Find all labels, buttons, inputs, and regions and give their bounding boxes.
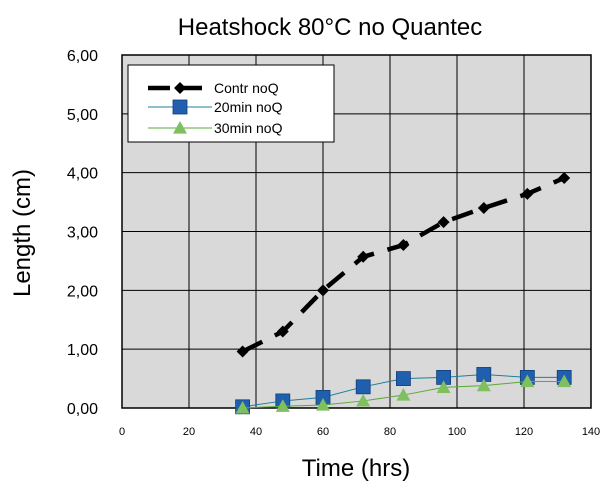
legend-marker-contr — [174, 82, 186, 94]
data-point-min30 — [316, 398, 330, 411]
y-tick-label: 0,00 — [67, 401, 98, 418]
x-tick-label: 100 — [448, 426, 466, 438]
y-axis-ticks: 0,00 1,00 2,00 3,00 4,00 5,00 6,00 — [67, 48, 98, 418]
data-point-contr — [521, 187, 534, 200]
data-point-contr — [477, 201, 490, 214]
legend-box — [127, 64, 335, 143]
data-point-contr — [276, 325, 289, 338]
x-axis-title: Time (hrs) — [302, 455, 410, 482]
y-axis-title: Length (cm) — [9, 169, 36, 297]
data-point-min30 — [396, 388, 411, 401]
x-tick-label: 120 — [515, 426, 533, 438]
plot-frame — [121, 54, 592, 409]
x-tick-label: 40 — [250, 426, 262, 438]
x-tick-label: 60 — [317, 426, 329, 438]
x-tick-label: 140 — [582, 426, 600, 438]
y-tick-label: 5,00 — [67, 107, 98, 124]
legend-label: 30min noQ — [214, 120, 283, 136]
data-point-contr — [317, 284, 329, 297]
data-point-contr — [437, 216, 450, 229]
y-tick-label: 3,00 — [67, 225, 98, 242]
legend-marker-min20 — [172, 99, 188, 115]
data-point-contr — [236, 345, 249, 358]
data-point-contr — [397, 239, 410, 252]
y-tick-label: 4,00 — [67, 166, 98, 183]
data-point-min30 — [557, 374, 572, 388]
series-layer — [235, 171, 572, 415]
x-axis-ticks: 0 20 40 60 80 100 120 140 — [119, 426, 600, 438]
y-tick-label: 2,00 — [67, 283, 98, 300]
x-tick-label: 20 — [183, 426, 195, 438]
series-min30 — [235, 374, 572, 414]
data-point-contr — [558, 171, 571, 184]
legend-label: 20min noQ — [214, 99, 283, 115]
data-point-min30 — [520, 374, 535, 388]
data-point-min30 — [436, 380, 451, 394]
data-point-min30 — [476, 378, 491, 392]
x-tick-label: 0 — [119, 426, 125, 438]
data-point-min20 — [355, 379, 371, 395]
data-point-min20 — [395, 371, 411, 386]
data-point-contr — [357, 250, 370, 263]
series-contr — [236, 171, 571, 358]
data-point-min30 — [356, 393, 371, 407]
legend: Contr noQ 20min noQ 30min noQ — [127, 64, 335, 143]
data-point-min30 — [275, 399, 290, 412]
data-point-min30 — [235, 401, 250, 414]
legend-label: Contr noQ — [214, 80, 279, 96]
y-tick-label: 1,00 — [67, 342, 98, 359]
legend-marker-min30 — [173, 121, 187, 134]
y-tick-label: 6,00 — [67, 48, 98, 65]
chart-title: Heatshock 80°C no Quantec — [178, 14, 482, 41]
x-tick-label: 80 — [384, 426, 396, 438]
